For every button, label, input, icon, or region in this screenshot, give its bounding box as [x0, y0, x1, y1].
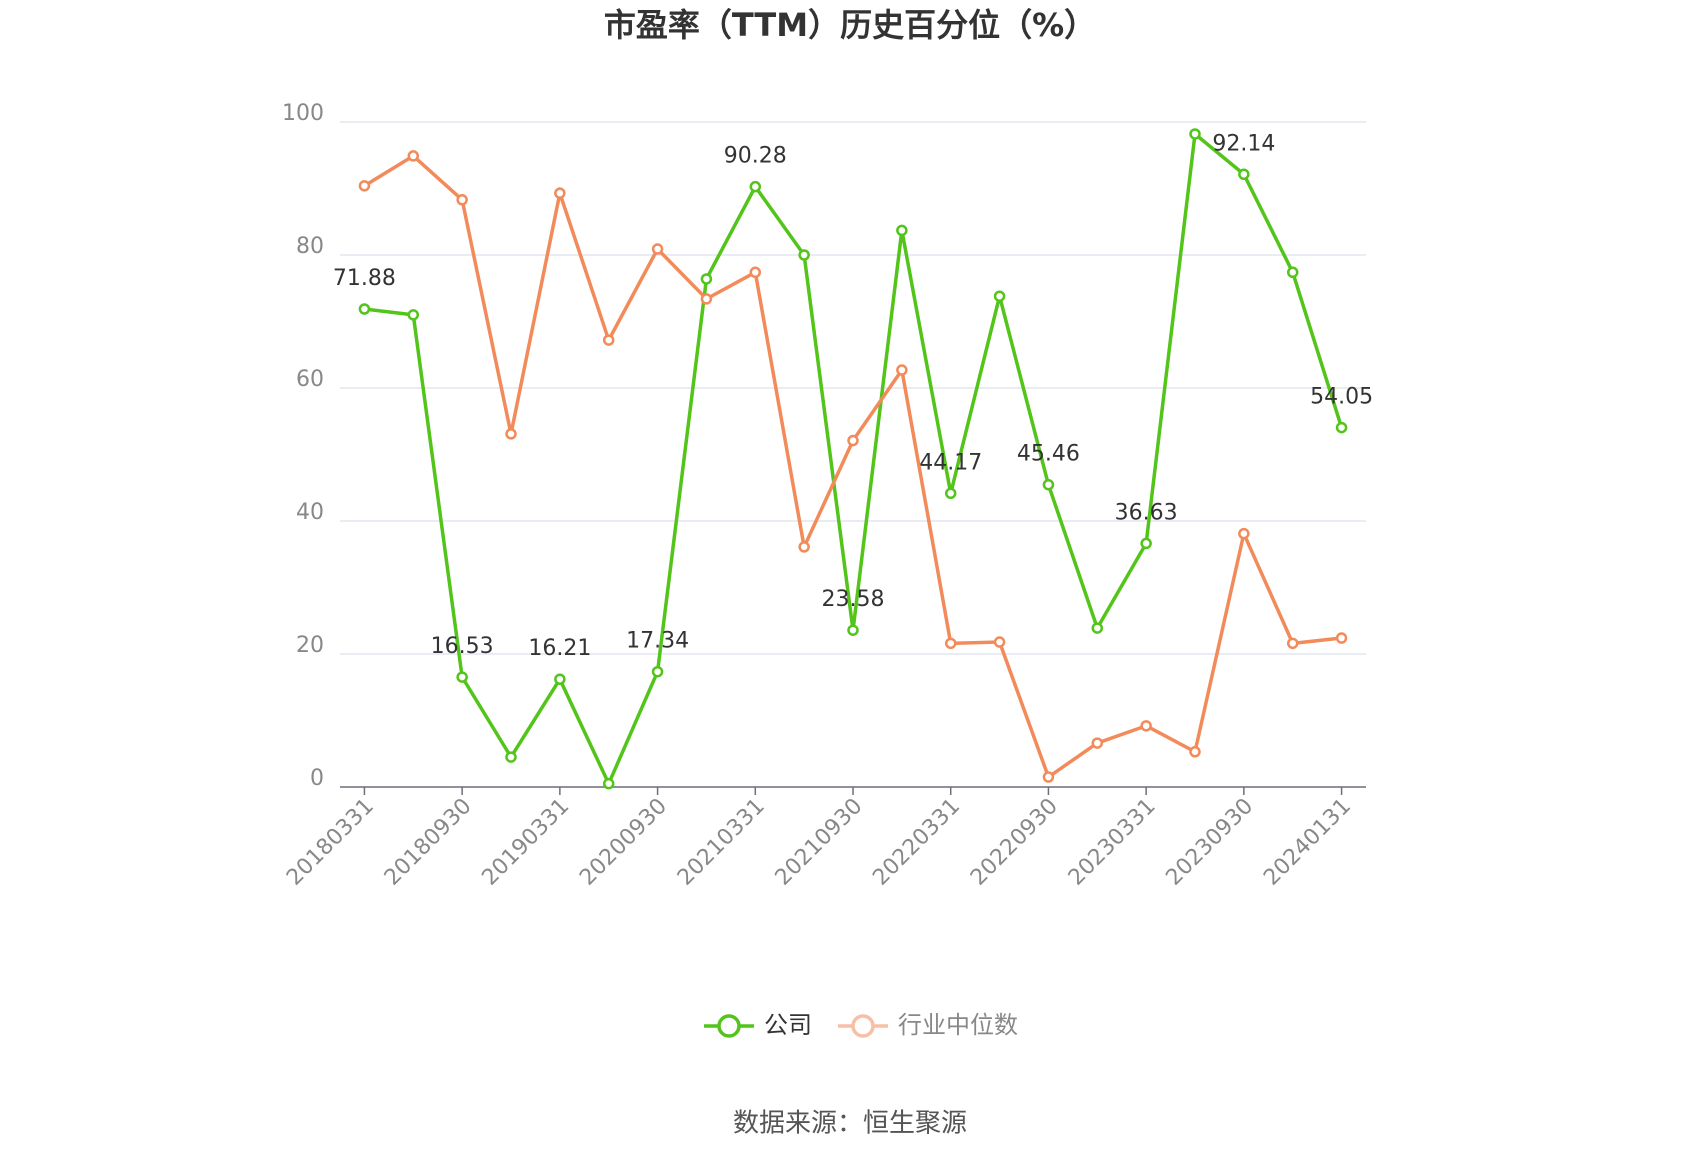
point: [456, 194, 468, 206]
point: [1189, 746, 1201, 758]
line: [363, 153, 1342, 780]
point: [1335, 632, 1348, 644]
line: [364, 130, 1344, 788]
chart-title: 市盈率（TTM）历史百分位（%）: [604, 6, 1096, 44]
point: [358, 180, 371, 192]
point: [896, 364, 908, 376]
point: [554, 187, 566, 199]
y-tick-label: 60: [296, 367, 324, 392]
point: [1042, 771, 1055, 783]
point: [1091, 737, 1104, 749]
legend-label: 公司: [764, 1011, 812, 1039]
data-label: 23.58: [822, 587, 885, 612]
point: [749, 266, 762, 279]
source: 数据来源：恒生聚源: [733, 1109, 967, 1139]
point: [700, 293, 713, 305]
x-tick-label: 20180930: [380, 794, 477, 891]
x-tick-label: 20220331: [868, 794, 965, 891]
point: [944, 487, 957, 500]
point: [944, 637, 957, 650]
y-tick-label: 40: [296, 500, 324, 525]
point: [651, 243, 664, 255]
point: [749, 180, 762, 193]
point: [505, 751, 517, 763]
legend-marker: [717, 1014, 741, 1038]
point: [1286, 266, 1299, 279]
x-tick-label: 20190331: [477, 794, 574, 891]
point: [407, 309, 420, 321]
point: [1189, 128, 1201, 140]
data-label: 17.34: [626, 629, 689, 654]
point: [993, 636, 1006, 648]
data-label: 45.46: [1017, 442, 1080, 467]
point: [602, 777, 615, 790]
x-tick-label: 20230331: [1064, 794, 1161, 891]
data-label: 16.21: [528, 636, 591, 661]
point: [847, 624, 859, 636]
x-tick-label: 20210930: [771, 794, 868, 891]
x-tick-label: 20180331: [282, 794, 379, 891]
x-tick-label: 20210331: [673, 794, 770, 891]
data-label: 44.17: [919, 450, 982, 475]
data-label: 71.88: [333, 266, 396, 291]
point: [798, 249, 810, 261]
x-tick-label: 20200930: [575, 794, 672, 891]
legend-label: 行业中位数: [898, 1011, 1018, 1039]
point: [1091, 622, 1104, 634]
point: [993, 290, 1006, 302]
legend-marker: [851, 1014, 875, 1038]
point: [1286, 637, 1299, 650]
point: [505, 428, 517, 440]
point: [407, 150, 420, 162]
point: [700, 273, 713, 285]
point: [1335, 421, 1348, 434]
point: [602, 334, 615, 346]
point: [1042, 478, 1055, 491]
y-tick-label: 80: [296, 234, 324, 259]
point: [798, 541, 810, 553]
point: [554, 673, 566, 685]
data-label: 90.28: [724, 144, 787, 169]
point: [651, 665, 664, 678]
point: [1140, 537, 1152, 550]
x-tick-label: 20220930: [966, 794, 1063, 891]
point: [1238, 168, 1250, 181]
data-label: 36.63: [1115, 500, 1178, 525]
data-label: 54.05: [1310, 385, 1373, 410]
data-label: 16.53: [431, 634, 494, 659]
data-label: 92.14: [1212, 131, 1275, 156]
point: [1238, 527, 1250, 540]
y-tick-label: 20: [296, 633, 324, 658]
y-tick-label: 0: [310, 766, 324, 791]
x-tick-label: 20230930: [1161, 794, 1258, 891]
point: [1140, 720, 1152, 732]
point: [896, 224, 908, 237]
point: [456, 671, 468, 683]
y-tick-label: 100: [282, 101, 324, 126]
x-tick-label: 20240131: [1259, 794, 1356, 891]
point: [358, 303, 371, 315]
point: [847, 434, 859, 447]
